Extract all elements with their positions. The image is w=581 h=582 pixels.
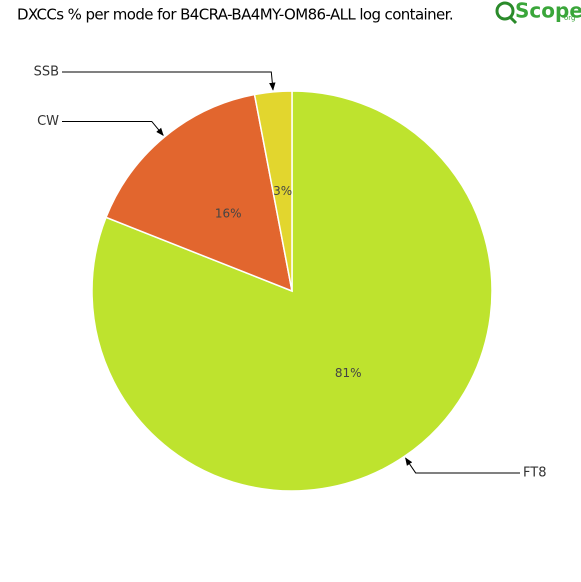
pie-slice: [105, 93, 293, 293]
callout-line: [405, 457, 520, 474]
logo-icon: [508, 15, 518, 25]
logo-suffix: org: [564, 14, 575, 22]
value-label: 81%: [335, 366, 362, 380]
category-label: SSB: [34, 64, 59, 79]
callout-line: [62, 120, 164, 136]
logo-text: Scope: [515, 0, 581, 23]
logo-icon: [495, 1, 515, 21]
category-label: FT8: [523, 465, 546, 480]
value-label: 3%: [273, 184, 292, 198]
value-label: 16%: [215, 206, 242, 220]
chart-title: DXCCs % per mode for B4CRA-BA4MY-OM86-AL…: [17, 6, 453, 24]
logo: Scope org: [492, 0, 581, 26]
callout-line: [62, 71, 276, 91]
pie-slice: [253, 90, 293, 292]
category-label: CW: [37, 114, 59, 129]
